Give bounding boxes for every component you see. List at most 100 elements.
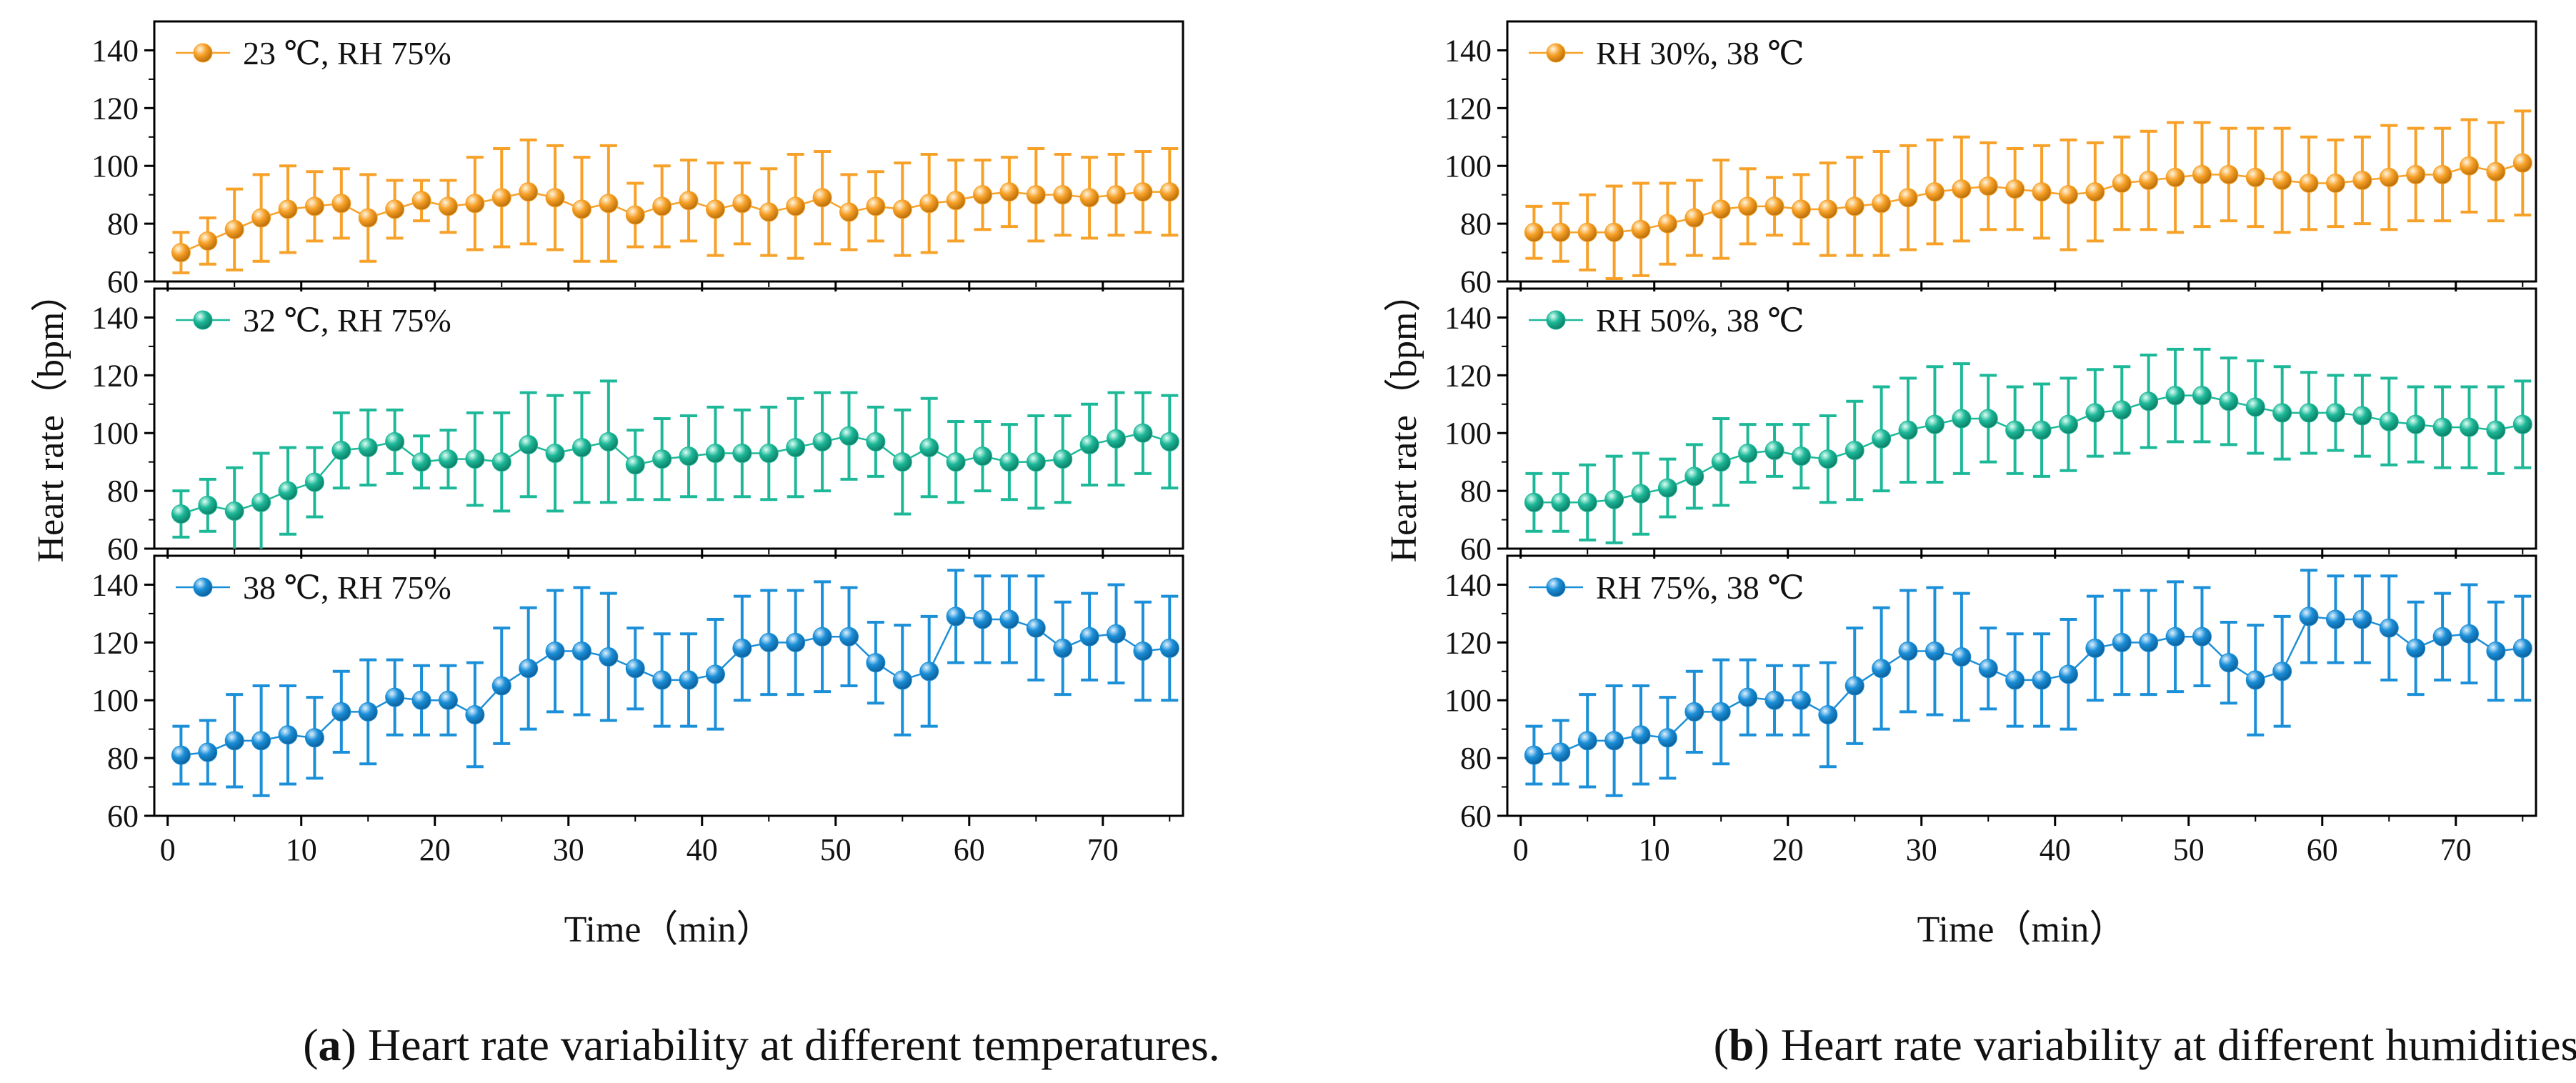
data-point (1657, 728, 1677, 748)
data-point (786, 632, 806, 652)
data-point (919, 194, 939, 214)
data-point (198, 231, 218, 251)
data-point (705, 664, 725, 684)
figure-caption: (a) Heart rate variability at different … (303, 1019, 1220, 1070)
x-tick-label: 20 (419, 832, 451, 867)
data-point (1711, 199, 1731, 219)
legend-label: 32 ℃, RH 75% (243, 302, 451, 339)
x-axis-title: Time（min） (564, 909, 774, 950)
plot-frame (1506, 554, 2537, 817)
data-point (1924, 182, 1945, 202)
y-tick-label: 100 (1444, 149, 1492, 184)
data-point (2432, 164, 2452, 184)
data-point (2245, 670, 2265, 690)
y-tick-label: 100 (91, 416, 139, 451)
legend-marker (1546, 577, 1566, 597)
data-point (1524, 222, 1544, 242)
data-point (2512, 414, 2532, 434)
data-point (892, 670, 912, 690)
legend-marker (193, 577, 213, 597)
data-point (251, 731, 271, 751)
y-axis-title: Heart rate（bpm） (31, 275, 71, 563)
data-point (1978, 659, 1998, 679)
data-point (866, 653, 886, 673)
data-point (2058, 414, 2078, 434)
data-point (1053, 449, 1073, 469)
y-tick-label: 120 (1444, 358, 1492, 393)
data-point (2352, 406, 2372, 426)
data-point (1978, 409, 1998, 429)
x-tick-label: 60 (954, 832, 985, 867)
data-point (812, 627, 832, 647)
data-point (1872, 659, 1892, 679)
data-point (946, 452, 966, 472)
data-point (1657, 478, 1677, 498)
y-tick-label: 100 (91, 683, 139, 718)
data-point (358, 437, 378, 457)
legend-label: RH 30%, 38 ℃ (1596, 35, 1804, 71)
data-point (1844, 196, 1864, 216)
data-point (1844, 676, 1864, 696)
data-point (2299, 173, 2319, 193)
data-point (2005, 670, 2025, 690)
data-point (1133, 182, 1153, 202)
x-tick-label: 30 (1906, 832, 1937, 867)
data-point (1898, 420, 1918, 440)
data-point (946, 607, 966, 627)
legend-marker (1546, 43, 1566, 63)
legend-marker (193, 43, 213, 63)
data-point (1079, 188, 1099, 208)
data-point (1818, 704, 1838, 724)
data-point (1577, 492, 1597, 512)
data-point (2459, 624, 2479, 644)
data-point (2512, 153, 2532, 173)
data-point (2379, 411, 2399, 431)
y-tick-label: 140 (91, 567, 139, 602)
data-point (2486, 420, 2506, 440)
x-tick-label: 60 (2307, 832, 2338, 867)
data-point (1551, 742, 1571, 762)
data-point (1577, 222, 1597, 242)
data-point (1738, 444, 1758, 464)
data-point (278, 481, 298, 501)
y-axis-title: Heart rate（bpm） (1384, 275, 1424, 563)
data-point (1079, 627, 1099, 647)
data-point (465, 194, 485, 214)
data-point (2406, 164, 2426, 184)
data-point (839, 426, 859, 446)
series-line (1534, 615, 2523, 757)
y-tick-label: 120 (1444, 91, 1492, 126)
data-point (1791, 446, 1811, 466)
data-point (1026, 618, 1046, 638)
legend-label: RH 50%, 38 ℃ (1596, 302, 1804, 339)
data-point (625, 659, 645, 679)
y-tick-label: 120 (91, 358, 139, 393)
legend-marker (193, 310, 213, 330)
data-point (1924, 641, 1945, 661)
data-point (892, 452, 912, 472)
data-point (1898, 641, 1918, 661)
data-point (1684, 208, 1704, 228)
data-point (759, 202, 779, 222)
data-point (2085, 182, 2105, 202)
data-point (1711, 452, 1731, 472)
data-point (1604, 731, 1624, 751)
data-point (972, 446, 992, 466)
caption-label: a (319, 1019, 341, 1070)
data-point (599, 647, 619, 667)
data-point (2112, 173, 2132, 193)
data-point (1159, 638, 1179, 658)
data-point (224, 731, 244, 751)
data-point (812, 431, 832, 451)
y-tick-label: 60 (1460, 531, 1492, 567)
series-line (1534, 161, 2523, 234)
data-point (1872, 194, 1892, 214)
figure-caption: (b) Heart rate variability at different … (1714, 1019, 2576, 1070)
data-point (2299, 607, 2319, 627)
y-tick-label: 60 (107, 531, 139, 567)
data-point (679, 191, 699, 211)
y-tick-label: 140 (91, 300, 139, 335)
data-point (946, 191, 966, 211)
data-point (2486, 641, 2506, 661)
